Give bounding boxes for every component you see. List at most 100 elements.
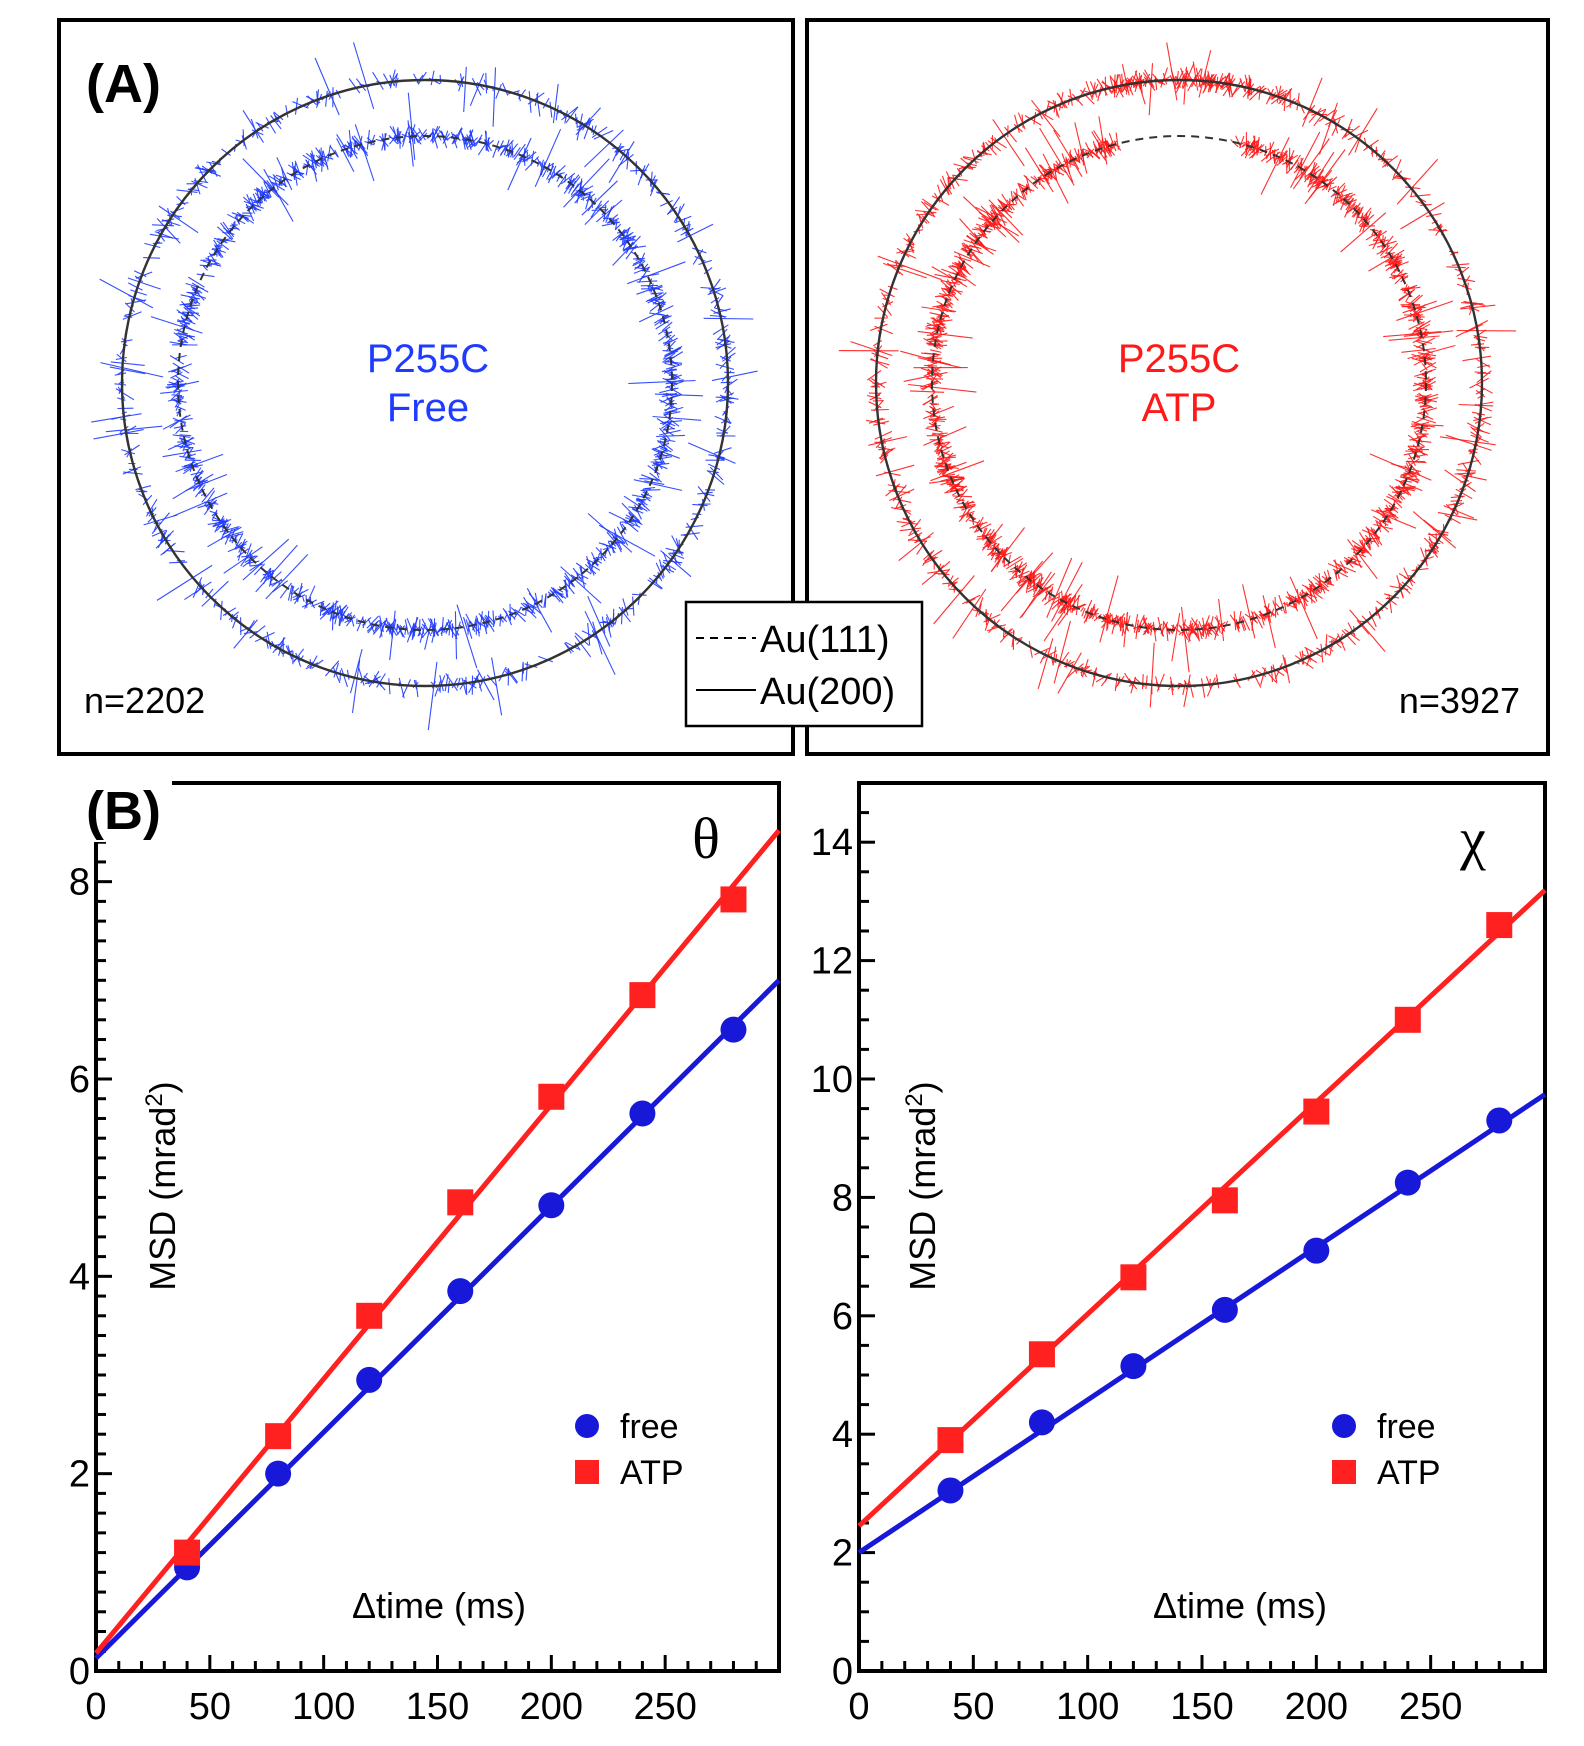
atp-orientation-spike [1071,93,1084,106]
atp-orientation-spike [1183,674,1191,708]
free-orientation-spike [663,406,675,411]
atp-orientation-spike [1461,475,1469,483]
atp-orientation-spike [1419,361,1437,373]
free-orientation-spike [492,610,495,626]
atp-orientation-spike [1108,141,1114,154]
atp-orientation-spike [957,501,975,505]
atp-orientation-spike [1461,275,1471,288]
free-orientation-spike [321,600,339,616]
free-orientation-spike [188,276,205,288]
atp-orientation-spike [1265,88,1274,105]
atp-orientation-spike [1265,141,1275,160]
atp-orientation-spike [1053,129,1083,177]
free-orientation-spike [521,663,524,682]
atp-orientation-spike [987,140,1002,152]
free-orientation-spike [442,133,451,144]
free-orientation-spike [658,326,671,335]
theta-y-tick-label: 4 [69,1256,90,1298]
free-orientation-spike [354,139,368,154]
free-orientation-spike [397,127,401,143]
free-orientation-spike [339,604,344,622]
free-orientation-spike [353,138,369,157]
free-orientation-spike [413,616,418,637]
free-orientation-spike [698,259,712,266]
free-orientation-spike [486,674,498,687]
free-orientation-spike [663,428,675,437]
atp-orientation-spike [982,141,987,155]
free-orientation-spike [287,164,304,176]
atp-orientation-spike [1406,460,1421,476]
chi-x-tick-label: 50 [952,1686,994,1728]
free-orientation-spike [575,187,587,192]
atp-orientation-spike [1215,674,1220,689]
free-orientation-spike [541,594,543,604]
free-orientation-spike [463,66,467,113]
free-orientation-spike [575,562,592,575]
free-orientation-spike [179,437,188,442]
atp-orientation-spike [1248,143,1260,156]
free-orientation-spike [564,575,574,587]
free-orientation-spike [555,105,559,121]
free-orientation-spike [249,561,264,572]
free-orientation-spike [185,446,194,459]
free-orientation-spike [594,558,603,564]
free-orientation-spike [614,220,618,231]
free-orientation-spike [625,244,638,260]
chi-y-tick-label: 12 [811,941,853,983]
free-orientation-spike [305,662,319,670]
free-orientation-spike [122,311,142,320]
theta-atp-point [356,1302,383,1329]
free-orientation-spike [404,619,409,635]
free-orientation-spike [458,77,464,92]
atp-orientation-spike [1394,272,1407,285]
atp-orientation-spike [879,288,895,298]
atp-orientation-spike [1176,75,1185,89]
free-orientation-spike [657,571,663,582]
atp-orientation-spike [1412,315,1425,318]
chi-y-tick-label: 0 [832,1651,853,1693]
atp-orientation-spike [922,556,939,565]
atp-orientation-spike [948,485,966,488]
atp-orientation-spike [1038,164,1052,180]
free-orientation-spike [467,621,470,635]
free-orientation-spike [344,616,356,624]
free-orientation-spike [526,601,542,615]
atp-orientation-spike [1025,184,1029,195]
free-orientation-spike [158,205,199,234]
free-orientation-spike [549,589,561,603]
free-orientation-spike [584,200,610,225]
free-orientation-spike [268,175,288,187]
free-orientation-spike [713,447,732,454]
atp-orientation-spike [1402,300,1437,314]
atp-orientation-spike [1014,114,1020,133]
atp-orientation-spike [987,543,1000,557]
free-orientation-spike [366,129,370,150]
free-orientation-spike [179,322,195,332]
atp-orientation-spike [1335,188,1340,204]
free-orientation-spike [209,162,218,177]
atp-orientation-spike [952,175,960,187]
atp-orientation-spike [1468,450,1478,454]
free-orientation-spike [658,330,673,342]
free-orientation-spike [517,91,521,102]
free-orientation-spike [220,600,223,621]
atp-orientation-spike [925,326,945,333]
atp-orientation-spike [1315,176,1323,187]
atp-orientation-spike [974,516,984,533]
atp-orientation-spike [1417,407,1438,415]
free-orientation-spike [656,434,685,438]
atp-orientation-spike [1330,182,1346,198]
free-orientation-spike [249,625,266,639]
free-orientation-spike [715,456,725,461]
atp-orientation-spike [1334,192,1353,200]
atp-orientation-spike [1388,593,1393,614]
atp-orientation-spike [965,162,978,167]
free-orientation-spike [447,680,450,694]
atp-count-label: n=3927 [1399,680,1520,721]
free-orientation-spike [520,606,533,614]
atp-orientation-spike [1405,290,1413,303]
free-orientation-spike [389,74,395,86]
atp-orientation-spike [962,245,979,249]
atp-orientation-spike [1019,572,1056,619]
free-orientation-spike [663,559,683,564]
